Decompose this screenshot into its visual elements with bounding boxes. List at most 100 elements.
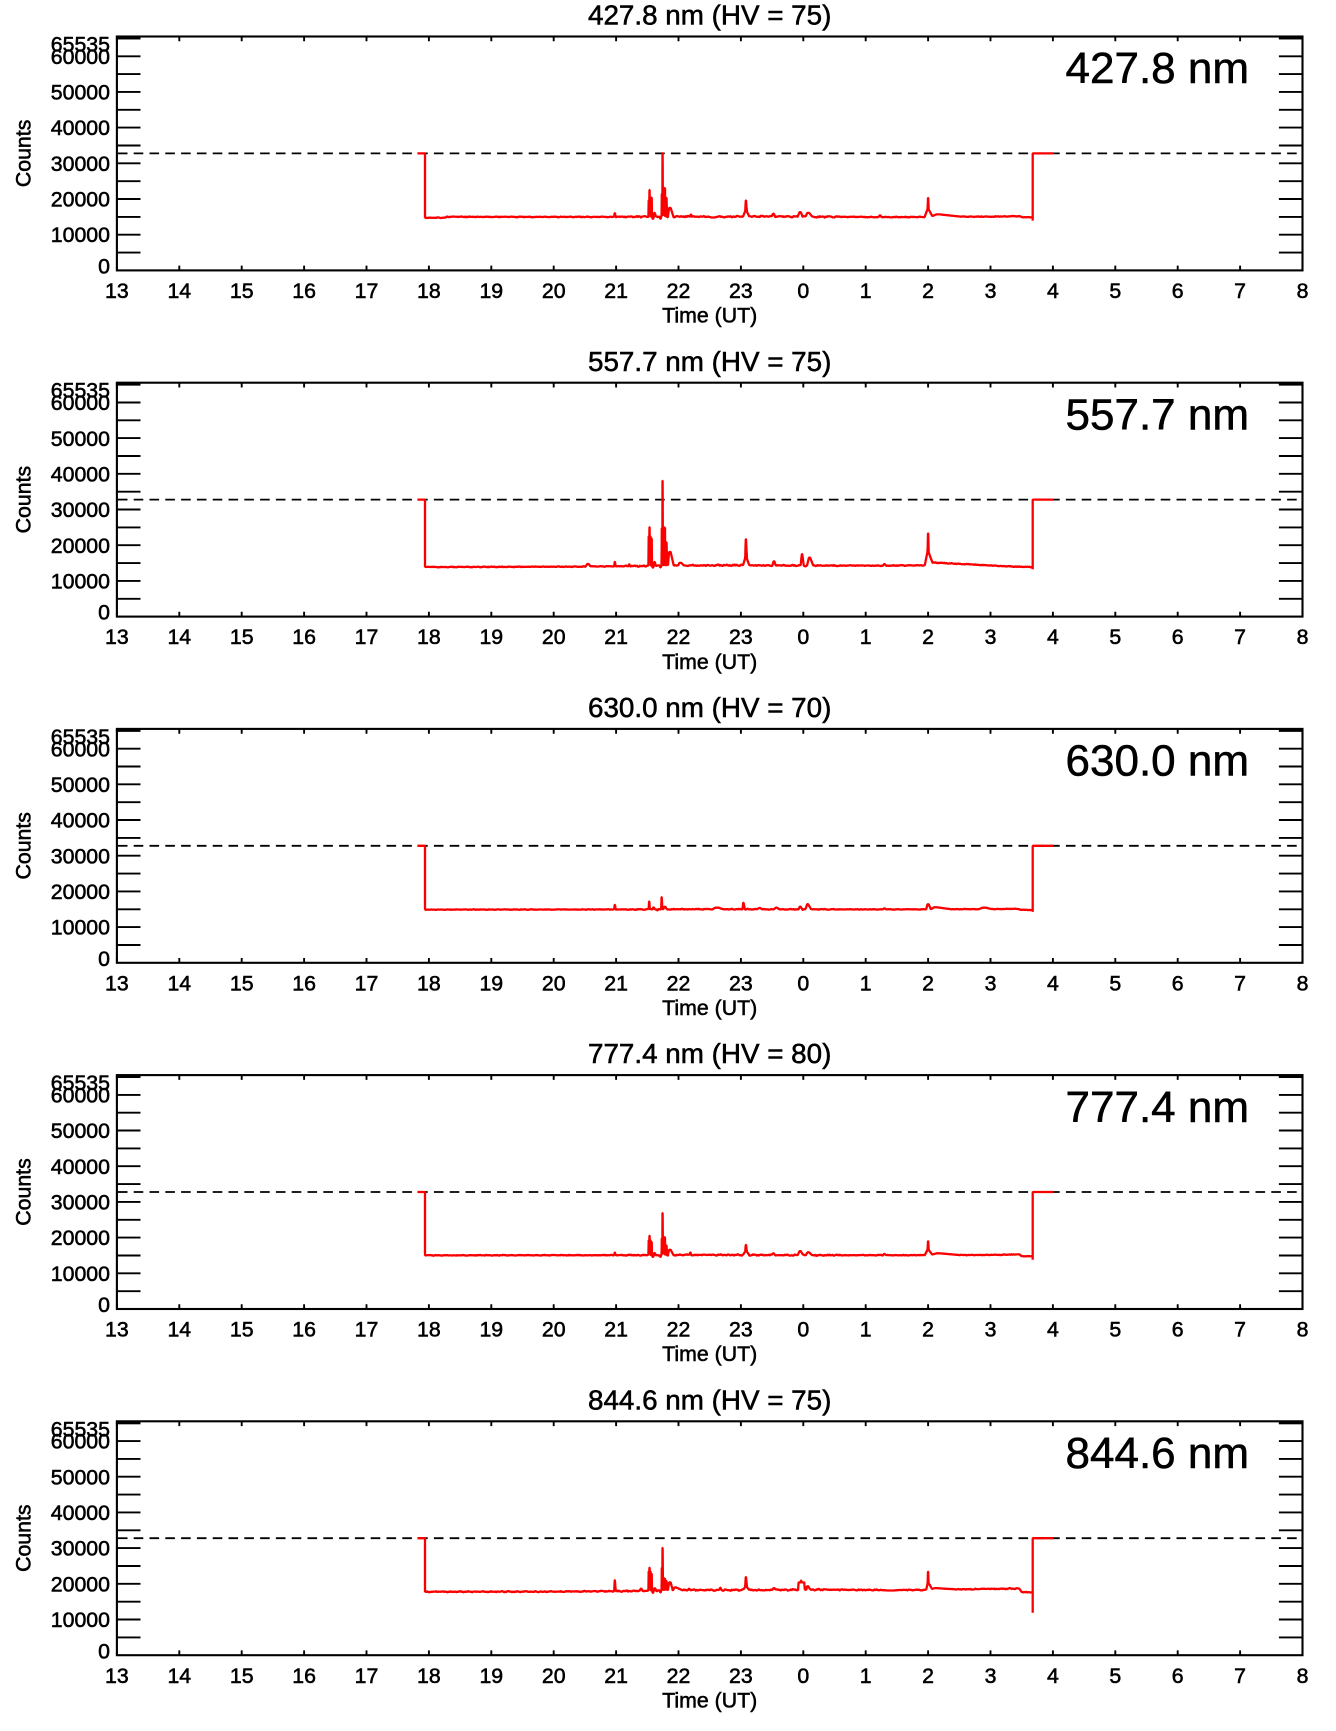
svg-text:8: 8 (1297, 625, 1309, 649)
svg-text:4: 4 (1047, 279, 1059, 303)
svg-text:Time (UT): Time (UT) (662, 650, 757, 674)
svg-text:8: 8 (1297, 1318, 1309, 1342)
svg-text:3: 3 (985, 279, 997, 303)
svg-text:4: 4 (1047, 1318, 1059, 1342)
svg-text:60000: 60000 (51, 737, 110, 761)
svg-text:0: 0 (98, 255, 110, 279)
svg-text:22: 22 (667, 279, 691, 303)
svg-text:17: 17 (355, 1318, 379, 1342)
svg-text:20000: 20000 (51, 1572, 110, 1596)
svg-text:4: 4 (1047, 1664, 1059, 1688)
svg-text:777.4 nm (HV = 80): 777.4 nm (HV = 80) (588, 1038, 831, 1069)
svg-text:20000: 20000 (51, 534, 110, 558)
svg-text:65535: 65535 (51, 33, 110, 57)
svg-text:19: 19 (479, 279, 503, 303)
svg-text:40000: 40000 (51, 1155, 110, 1179)
svg-text:3: 3 (985, 1318, 997, 1342)
svg-text:1: 1 (860, 971, 872, 995)
svg-text:6: 6 (1172, 1664, 1184, 1688)
svg-text:22: 22 (667, 625, 691, 649)
svg-text:30000: 30000 (51, 152, 110, 176)
svg-text:2: 2 (922, 1664, 934, 1688)
svg-text:30000: 30000 (51, 1191, 110, 1215)
svg-text:18: 18 (417, 279, 441, 303)
svg-text:844.6 nm (HV = 75): 844.6 nm (HV = 75) (588, 1384, 831, 1415)
svg-text:16: 16 (292, 1318, 316, 1342)
svg-text:60000: 60000 (51, 45, 110, 69)
svg-text:19: 19 (479, 971, 503, 995)
svg-text:18: 18 (417, 625, 441, 649)
svg-text:19: 19 (479, 1318, 503, 1342)
svg-text:23: 23 (729, 971, 753, 995)
svg-text:30000: 30000 (51, 844, 110, 868)
svg-text:844.6 nm: 844.6 nm (1066, 1429, 1249, 1478)
svg-text:7: 7 (1234, 1318, 1246, 1342)
svg-text:5: 5 (1109, 1664, 1121, 1688)
svg-text:7: 7 (1234, 625, 1246, 649)
svg-text:50000: 50000 (51, 81, 110, 105)
svg-text:22: 22 (667, 1318, 691, 1342)
svg-text:3: 3 (985, 971, 997, 995)
svg-text:2: 2 (922, 971, 934, 995)
svg-text:557.7 nm (HV = 75): 557.7 nm (HV = 75) (588, 346, 831, 377)
svg-text:0: 0 (797, 971, 809, 995)
svg-text:18: 18 (417, 1318, 441, 1342)
svg-text:14: 14 (167, 1664, 191, 1688)
svg-text:21: 21 (604, 1318, 628, 1342)
svg-text:2: 2 (922, 1318, 934, 1342)
svg-text:20000: 20000 (51, 1226, 110, 1250)
svg-text:50000: 50000 (51, 1119, 110, 1143)
svg-text:5: 5 (1109, 1318, 1121, 1342)
svg-text:50000: 50000 (51, 427, 110, 451)
svg-text:60000: 60000 (51, 391, 110, 415)
svg-text:7: 7 (1234, 971, 1246, 995)
svg-text:23: 23 (729, 1318, 753, 1342)
svg-text:3: 3 (985, 1664, 997, 1688)
svg-text:0: 0 (797, 625, 809, 649)
svg-text:50000: 50000 (51, 1465, 110, 1489)
svg-text:20000: 20000 (51, 880, 110, 904)
svg-text:30000: 30000 (51, 1537, 110, 1561)
svg-text:20: 20 (542, 1664, 566, 1688)
svg-text:17: 17 (355, 279, 379, 303)
svg-text:23: 23 (729, 1664, 753, 1688)
svg-text:2: 2 (922, 279, 934, 303)
svg-text:20: 20 (542, 625, 566, 649)
svg-text:14: 14 (167, 625, 191, 649)
svg-text:8: 8 (1297, 279, 1309, 303)
svg-text:Time (UT): Time (UT) (662, 304, 757, 328)
svg-text:21: 21 (604, 625, 628, 649)
svg-text:16: 16 (292, 1664, 316, 1688)
svg-text:18: 18 (417, 971, 441, 995)
svg-text:23: 23 (729, 279, 753, 303)
svg-text:0: 0 (98, 947, 110, 971)
svg-text:20000: 20000 (51, 188, 110, 212)
svg-text:22: 22 (667, 1664, 691, 1688)
svg-text:19: 19 (479, 1664, 503, 1688)
svg-text:1: 1 (860, 279, 872, 303)
svg-text:6: 6 (1172, 279, 1184, 303)
svg-text:0: 0 (98, 1293, 110, 1317)
svg-text:10000: 10000 (51, 916, 110, 940)
svg-text:Counts: Counts (12, 1504, 36, 1571)
svg-text:20: 20 (542, 1318, 566, 1342)
svg-text:10000: 10000 (51, 223, 110, 247)
svg-text:7: 7 (1234, 1664, 1246, 1688)
svg-text:5: 5 (1109, 971, 1121, 995)
svg-text:7: 7 (1234, 279, 1246, 303)
svg-text:65535: 65535 (51, 725, 110, 749)
svg-text:65535: 65535 (51, 379, 110, 403)
svg-text:Time (UT): Time (UT) (662, 1342, 757, 1366)
svg-text:13: 13 (105, 625, 129, 649)
svg-text:0: 0 (98, 1639, 110, 1663)
svg-text:60000: 60000 (51, 1084, 110, 1108)
svg-text:Counts: Counts (12, 812, 36, 879)
svg-text:21: 21 (604, 279, 628, 303)
svg-text:16: 16 (292, 971, 316, 995)
svg-text:14: 14 (167, 279, 191, 303)
svg-text:40000: 40000 (51, 1501, 110, 1525)
svg-text:40000: 40000 (51, 116, 110, 140)
svg-text:6: 6 (1172, 971, 1184, 995)
svg-text:6: 6 (1172, 1318, 1184, 1342)
svg-text:65535: 65535 (51, 1417, 110, 1441)
